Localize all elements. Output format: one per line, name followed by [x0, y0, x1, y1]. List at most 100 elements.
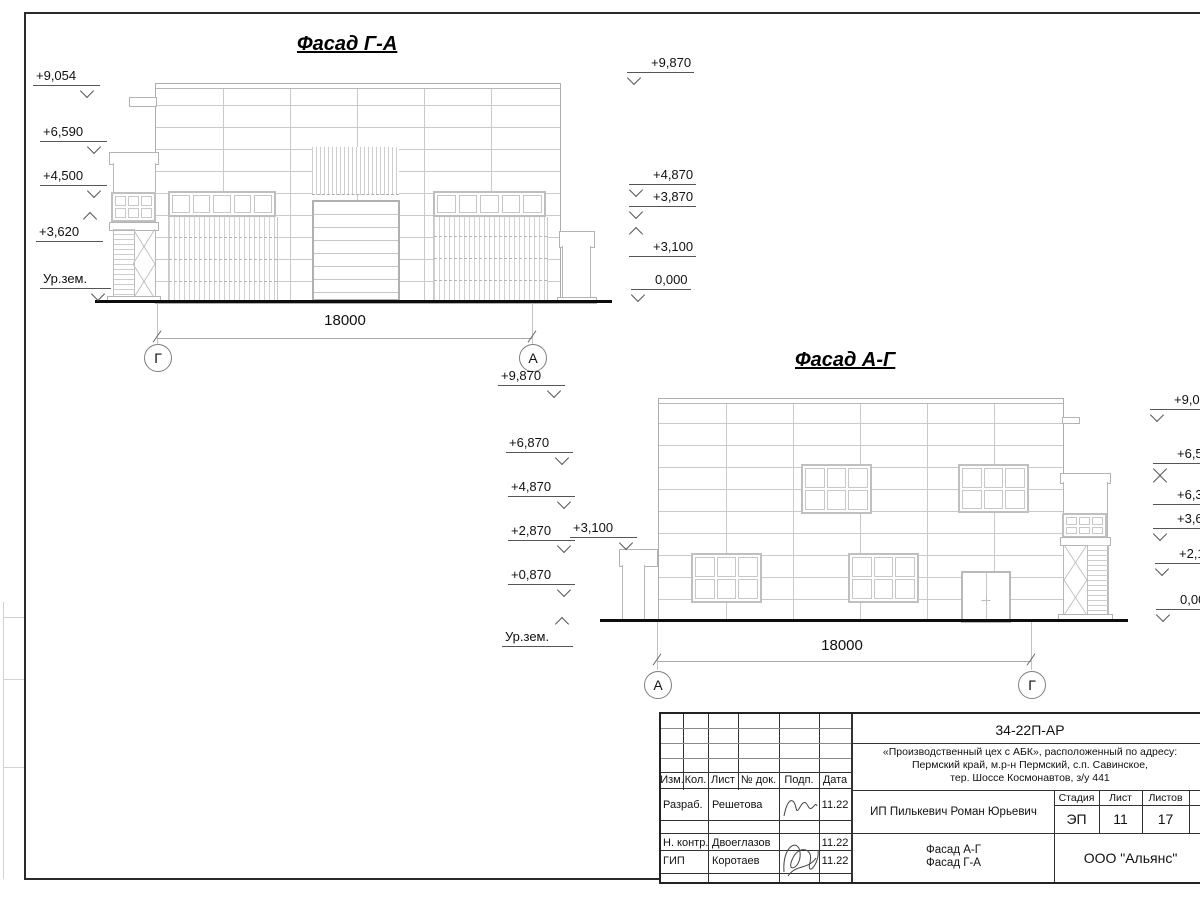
- window-lower-1: [691, 553, 762, 603]
- axis-circle-a: А: [644, 671, 672, 699]
- margin-line: [3, 617, 24, 618]
- tb-date: 11.22: [821, 855, 849, 867]
- ground-line: [600, 619, 1128, 622]
- margin-line: [3, 767, 24, 768]
- elevation-mark: +2,870: [508, 523, 576, 554]
- facade-ag-building: [658, 398, 1064, 623]
- parapet-line: [156, 88, 560, 89]
- axis-circle-g: Г: [144, 344, 172, 372]
- tower-ladder: [1087, 545, 1109, 615]
- tb-sheets-label: Листов: [1148, 791, 1183, 804]
- tb-name: Коротаев: [712, 855, 760, 867]
- tb-name: Двоеглазов: [712, 837, 771, 849]
- elevation-mark: +9,054: [1149, 392, 1200, 423]
- tower-cross-bracing: [1064, 545, 1087, 615]
- signature: [783, 800, 818, 817]
- extension-line: [157, 303, 158, 350]
- siding-left: [168, 217, 278, 302]
- elevation-mark: +3,620: [36, 211, 104, 242]
- elevation-mark: +6,590: [40, 124, 108, 155]
- window-lower-2: [848, 553, 919, 603]
- parapet-line: [659, 403, 1063, 404]
- tb-company: ООО "Альянс": [1083, 849, 1178, 866]
- tb-content-line1: Фасад А-Г: [926, 843, 981, 856]
- dimension-text: 18000: [324, 312, 366, 329]
- tower-window-grid: [1062, 513, 1107, 538]
- signature: [783, 844, 819, 877]
- elevation-mark: +6,590: [1152, 446, 1200, 477]
- tb-project-line1: «Производственный цех с АБК», расположен…: [882, 746, 1178, 758]
- elevation-mark: +3,870: [628, 189, 697, 220]
- title-block: Изм. Кол. Лист № док. Подп. Дата Разраб.…: [659, 712, 1200, 884]
- annex-body: [562, 246, 591, 297]
- tb-content-line2: Фасад Г-А: [926, 856, 981, 869]
- tower-beam: [1060, 537, 1111, 546]
- elevation-mark: +2,100: [1154, 546, 1200, 577]
- tb-col-izm: Изм.: [660, 774, 684, 786]
- tower-ledge: [1062, 417, 1080, 424]
- tower-cross-bracing: [133, 229, 155, 299]
- sheet-border-top: [24, 12, 1200, 14]
- extension-line: [532, 303, 533, 350]
- tb-doc-number: 34-22П-АР: [995, 722, 1065, 738]
- siding-right: [433, 217, 548, 301]
- sectional-gate: [312, 200, 400, 301]
- tb-role: Разраб.: [663, 799, 703, 811]
- ground-line: [95, 300, 612, 303]
- extension-line: [1031, 622, 1032, 670]
- window-upper-1: [801, 464, 872, 514]
- tb-sheet-value: 11: [1113, 811, 1128, 827]
- tb-col-ndok: № док.: [740, 774, 777, 786]
- elevation-mark: +3,100: [628, 226, 697, 257]
- elevation-mark: +0,870: [508, 567, 576, 598]
- window-band-right: [433, 191, 546, 217]
- tb-date: 11.22: [821, 837, 849, 849]
- extension-line: [657, 622, 658, 670]
- elevation-mark: Ур.зем.: [502, 616, 574, 647]
- facade-ga-building: [155, 83, 561, 304]
- elevation-mark: +9,870: [626, 55, 695, 86]
- tb-col-kol: Кол.: [684, 774, 707, 786]
- elevation-mark: +4,500: [40, 168, 108, 199]
- sheet-border-left: [24, 12, 26, 880]
- elevation-mark: +9,870: [498, 368, 566, 399]
- elevation-mark: +4,870: [508, 479, 576, 510]
- tower-ladder: [113, 229, 135, 299]
- tb-sheets-value: 17: [1157, 811, 1174, 827]
- elevation-mark: 0,000: [1155, 592, 1200, 623]
- tb-role: Н. контр.: [663, 837, 709, 849]
- tb-stage-value: ЭП: [1066, 811, 1087, 827]
- margin-line: [3, 679, 24, 680]
- elevation-mark: Ур.зем.: [40, 271, 112, 302]
- elevation-mark: +6,320: [1152, 474, 1200, 505]
- window-band-left: [168, 191, 276, 217]
- tb-sheet-label: Лист: [1109, 791, 1132, 804]
- tb-name: Решетова: [712, 799, 763, 811]
- axis-circle-g: Г: [1018, 671, 1046, 699]
- dimension-text: 18000: [821, 637, 863, 654]
- facade-ga-title: Фасад Г-А: [297, 33, 398, 55]
- tb-stage-label: Стадия: [1058, 791, 1095, 804]
- ribbed-strip-over-gate: [312, 147, 399, 195]
- tb-client: ИП Пилькевич Роман Юрьевич: [870, 805, 1037, 818]
- tower-bracket: [129, 97, 157, 107]
- tb-date: 11.22: [821, 799, 849, 811]
- tb-role: ГИП: [663, 855, 685, 867]
- tb-project-line3: тер. Шоссе Космонавтов, з/у 441: [950, 772, 1110, 784]
- facade-ag-title: Фасад А-Г: [795, 349, 896, 371]
- tb-col-data: Дата: [822, 774, 848, 786]
- elevation-mark: 0,000: [630, 272, 691, 303]
- dimension-line: [157, 338, 532, 339]
- elevation-mark: +6,870: [506, 435, 574, 466]
- elevation-mark: +4,870: [628, 167, 697, 198]
- canopy-post: [622, 565, 645, 620]
- sheet-border-bottom: [24, 878, 1200, 880]
- entrance-door: [961, 571, 1011, 623]
- tb-project-line2: Пермский край, м.р-н Пермский, с.п. Сави…: [912, 759, 1148, 771]
- elevation-mark-canopy: +3,100: [570, 520, 638, 551]
- elevation-mark: +9,054: [33, 68, 101, 99]
- elevation-mark: +3,620: [1152, 511, 1200, 542]
- dimension-line: [657, 661, 1031, 662]
- margin-line: [3, 602, 4, 879]
